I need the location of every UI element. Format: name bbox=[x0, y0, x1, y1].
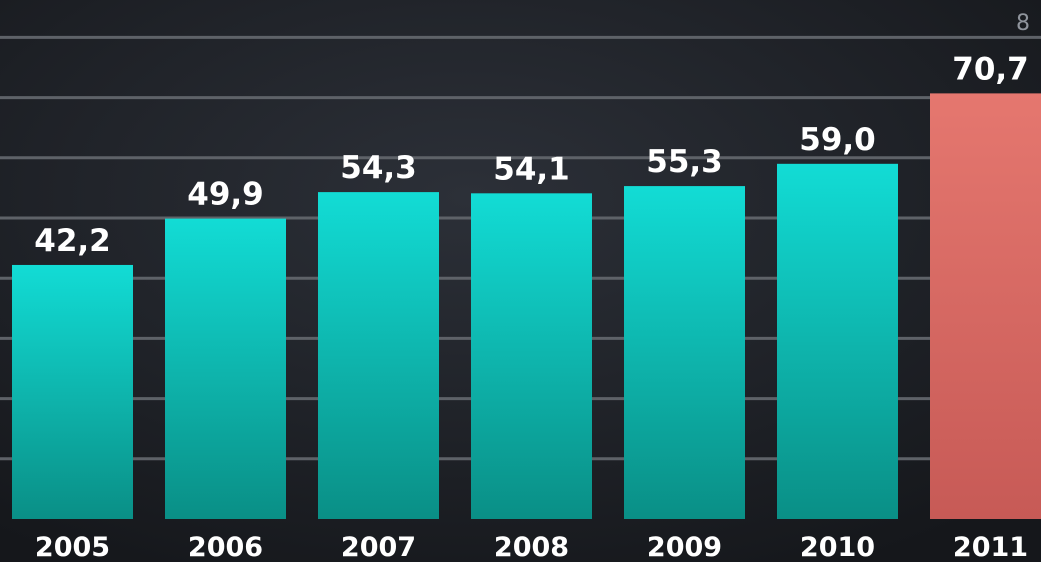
data-label-2010: 59,0 bbox=[799, 122, 876, 158]
data-label-2006: 49,9 bbox=[187, 177, 264, 213]
data-label-2005: 42,2 bbox=[34, 223, 111, 259]
y-axis-max-tick-label: 8 bbox=[1016, 11, 1030, 36]
bar-2007 bbox=[318, 192, 439, 519]
x-axis-tick-labels: 2005 2006 2007 2008 2009 2010 2011 bbox=[35, 532, 1028, 562]
value-labels: 42,2 49,9 54,3 54,1 55,3 59,0 70,7 bbox=[34, 51, 1029, 259]
bar-2008 bbox=[471, 193, 592, 519]
x-tick-label-2009: 2009 bbox=[647, 532, 722, 562]
x-tick-label-2005: 2005 bbox=[35, 532, 110, 562]
bar-2010 bbox=[777, 163, 898, 519]
data-label-2008: 54,1 bbox=[493, 151, 570, 187]
bars bbox=[12, 93, 1041, 520]
bar-2009 bbox=[624, 186, 745, 519]
x-tick-label-2010: 2010 bbox=[800, 532, 875, 562]
data-label-2011: 70,7 bbox=[952, 51, 1029, 87]
data-label-2009: 55,3 bbox=[646, 144, 723, 180]
bar-2006 bbox=[165, 218, 286, 520]
bar-2011 bbox=[930, 93, 1041, 520]
x-tick-label-2007: 2007 bbox=[341, 532, 416, 562]
x-tick-label-2011: 2011 bbox=[953, 532, 1028, 562]
bar-2005 bbox=[12, 264, 133, 519]
data-label-2007: 54,3 bbox=[340, 150, 417, 186]
x-tick-label-2006: 2006 bbox=[188, 532, 263, 562]
x-tick-label-2008: 2008 bbox=[494, 532, 569, 562]
